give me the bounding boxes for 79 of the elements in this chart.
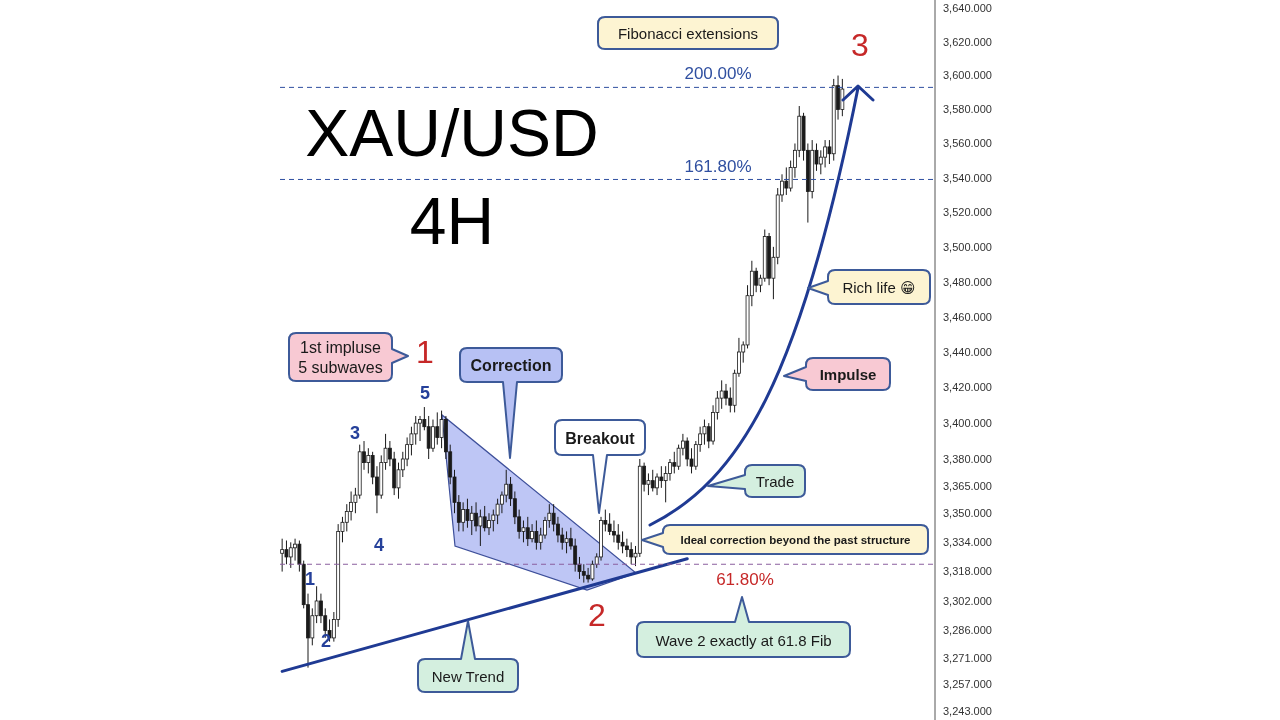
candlestick: [366, 447, 371, 474]
y-tick-label: 3,271.000: [943, 652, 992, 665]
annotation: 3: [851, 27, 869, 63]
annotation: 5: [419, 383, 431, 403]
candlestick: [840, 78, 845, 117]
candlestick: [629, 541, 634, 565]
annotation: Ideal correction beyond the past structure: [680, 533, 911, 546]
y-tick-label: 3,257.000: [943, 678, 992, 691]
annotation: Trade: [755, 472, 795, 490]
y-tick-label: 3,640.000: [943, 2, 992, 15]
y-tick-label: 3,440.000: [943, 345, 992, 358]
y-tick-label: 3,365.000: [943, 479, 992, 492]
annotation: 2: [320, 631, 332, 651]
candlestick: [823, 139, 828, 168]
y-tick-label: 3,243.000: [943, 704, 992, 717]
candlestick: [543, 516, 547, 540]
annotation: 61.80%: [716, 569, 774, 589]
candlestick: [461, 501, 466, 532]
candlestick: [469, 505, 474, 536]
annotation: Wave 2 exactly at 61.8 Fib: [655, 631, 832, 648]
y-tick-label: 3,286.000: [943, 624, 992, 637]
candlestick: [724, 383, 728, 406]
candlestick: [534, 519, 539, 551]
annotation: 1: [416, 334, 434, 370]
annotation: 161.80%: [684, 156, 752, 176]
candlestick: [616, 523, 621, 551]
y-tick-label: 3,334.000: [943, 536, 992, 549]
candlestick: [685, 436, 690, 467]
annotation: New Trend: [431, 667, 505, 684]
annotation: 1st impluse 5 subwaves: [298, 338, 383, 376]
y-tick-label: 3,620.000: [943, 35, 992, 48]
annotation: 200.00%: [684, 63, 752, 83]
candlestick: [435, 411, 440, 446]
y-tick-label: 3,350.000: [943, 507, 992, 520]
y-tick-label: 3,560.000: [943, 137, 992, 150]
candlestick: [525, 516, 530, 547]
annotation: 1: [304, 569, 316, 589]
candlestick: [672, 451, 677, 474]
candlestick: [426, 415, 431, 460]
candlestick: [624, 538, 629, 558]
annotation: 2: [588, 597, 606, 633]
candlestick: [719, 379, 724, 410]
y-tick-label: 3,460.000: [943, 310, 992, 323]
annotation: Correction: [470, 356, 552, 374]
candlestick: [650, 469, 655, 492]
y-tick-label: 3,600.000: [943, 69, 992, 82]
candlestick: [439, 410, 444, 449]
candlestick: [413, 415, 418, 446]
y-tick-label: 3,540.000: [943, 171, 992, 184]
candlestick: [482, 505, 487, 532]
text: 4H: [409, 184, 495, 258]
text: XAU/USD: [305, 96, 599, 170]
y-tick-label: 3,400.000: [943, 417, 992, 430]
candlestick: [487, 512, 491, 536]
y-tick-label: 3,500.000: [943, 240, 992, 253]
candlestick: [478, 509, 483, 547]
annotation: Impulse: [819, 365, 877, 383]
candlestick: [280, 538, 285, 573]
y-tick-label: 3,302.000: [943, 594, 992, 607]
annotation: 3: [349, 423, 361, 443]
y-tick-label: 3,318.000: [943, 565, 992, 578]
annotation: Fibonacci extensions: [617, 24, 759, 42]
y-tick-label: 3,580.000: [943, 103, 992, 116]
y-tick-label: 3,380.000: [943, 452, 992, 465]
candlestick: [521, 519, 526, 543]
candlestick: [431, 419, 435, 453]
annotation: 4: [373, 535, 385, 555]
candlestick: [659, 465, 664, 489]
candlestick: [405, 436, 410, 467]
candlestick: [581, 563, 586, 584]
candlestick: [288, 541, 293, 569]
y-tick-label: 3,480.000: [943, 275, 992, 288]
annotation: Rich life 😁: [842, 278, 916, 296]
candlestick: [564, 530, 569, 554]
y-tick-label: 3,420.000: [943, 381, 992, 394]
annotation: Breakout: [565, 429, 636, 446]
candlestick: [668, 458, 672, 482]
candlestick: [784, 166, 789, 196]
y-tick-label: 3,520.000: [943, 206, 992, 219]
